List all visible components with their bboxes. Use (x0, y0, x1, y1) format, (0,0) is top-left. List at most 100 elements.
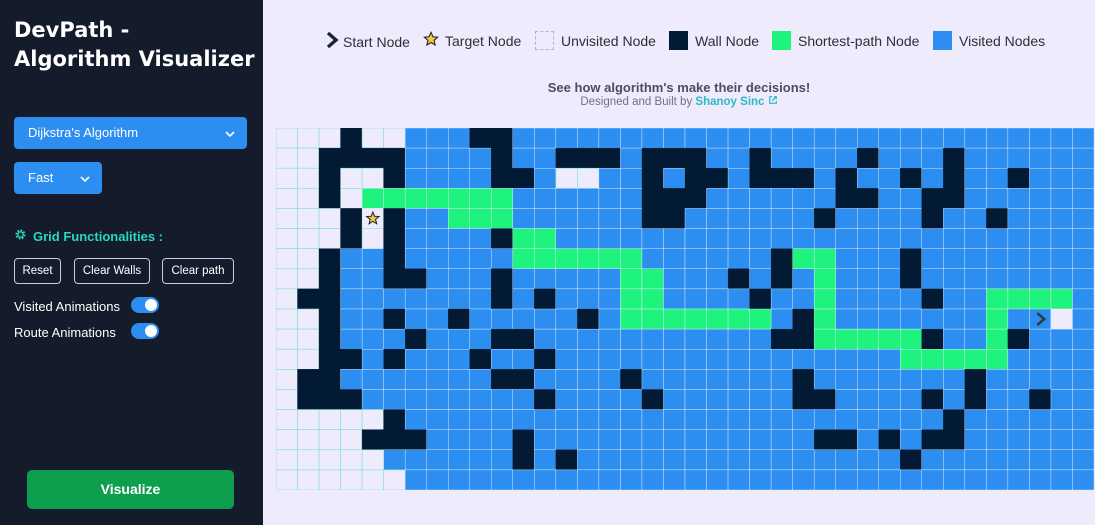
visited-node[interactable] (663, 369, 686, 390)
shortest-path-node[interactable] (469, 188, 492, 209)
visited-node[interactable] (1050, 228, 1073, 249)
visited-node[interactable] (1072, 168, 1094, 189)
visited-node[interactable] (598, 429, 621, 450)
shortest-path-node[interactable] (577, 248, 600, 269)
visited-node[interactable] (770, 288, 793, 310)
visited-node[interactable] (1007, 147, 1030, 169)
visited-node[interactable] (620, 147, 643, 169)
visited-node[interactable] (684, 369, 707, 390)
visited-node[interactable] (577, 268, 600, 290)
visited-node[interactable] (1007, 308, 1030, 330)
unvisited-node[interactable] (276, 128, 298, 149)
wall-node[interactable] (512, 328, 535, 350)
unvisited-node[interactable] (297, 409, 320, 430)
visited-node[interactable] (641, 248, 664, 269)
visited-node[interactable] (404, 168, 427, 189)
unvisited-node[interactable] (276, 208, 298, 229)
visited-node[interactable] (900, 208, 922, 229)
visited-node[interactable] (684, 128, 707, 149)
visited-node[interactable] (921, 147, 944, 169)
visited-node[interactable] (577, 128, 600, 149)
visited-node[interactable] (512, 147, 535, 169)
shortest-path-node[interactable] (813, 248, 836, 269)
shortest-path-node[interactable] (706, 308, 729, 330)
visited-node[interactable] (986, 128, 1009, 149)
visited-node[interactable] (835, 409, 858, 430)
visited-node[interactable] (943, 308, 966, 330)
visited-node[interactable] (361, 268, 384, 290)
visited-node[interactable] (1007, 349, 1030, 370)
visited-node[interactable] (986, 369, 1009, 390)
unvisited-node[interactable] (276, 147, 298, 169)
visited-node[interactable] (749, 208, 772, 229)
wall-node[interactable] (491, 168, 513, 189)
visited-node[interactable] (383, 328, 406, 350)
visited-node[interactable] (813, 188, 836, 209)
visited-node[interactable] (813, 369, 836, 390)
visited-node[interactable] (727, 168, 750, 189)
visited-node[interactable] (921, 469, 944, 490)
unvisited-node[interactable] (276, 308, 298, 330)
visited-node[interactable] (512, 389, 535, 410)
visited-node[interactable] (555, 369, 578, 390)
wall-node[interactable] (921, 288, 944, 310)
visited-node[interactable] (1007, 429, 1030, 450)
wall-node[interactable] (663, 188, 686, 209)
visited-node[interactable] (1072, 288, 1094, 310)
visited-node[interactable] (512, 288, 535, 310)
visited-node[interactable] (684, 248, 707, 269)
visited-node[interactable] (749, 409, 772, 430)
wall-node[interactable] (727, 268, 750, 290)
wall-node[interactable] (512, 369, 535, 390)
wall-node[interactable] (318, 248, 341, 269)
shortest-path-node[interactable] (448, 188, 470, 209)
visited-node[interactable] (426, 389, 449, 410)
visited-node[interactable] (426, 248, 449, 269)
wall-node[interactable] (813, 208, 836, 229)
visited-node[interactable] (706, 228, 729, 249)
visited-node[interactable] (835, 268, 858, 290)
visited-node[interactable] (663, 409, 686, 430)
visited-node[interactable] (813, 469, 836, 490)
wall-node[interactable] (448, 308, 470, 330)
visited-node[interactable] (1072, 349, 1094, 370)
shortest-path-node[interactable] (684, 308, 707, 330)
visited-node[interactable] (706, 409, 729, 430)
visited-node[interactable] (426, 268, 449, 290)
unvisited-node[interactable] (297, 188, 320, 209)
visited-node[interactable] (921, 449, 944, 471)
visited-node[interactable] (340, 369, 363, 390)
visited-node[interactable] (792, 288, 815, 310)
visited-node[interactable] (491, 409, 513, 430)
visited-node[interactable] (641, 228, 664, 249)
visited-node[interactable] (469, 308, 492, 330)
visited-node[interactable] (1029, 128, 1052, 149)
visited-node[interactable] (426, 208, 449, 229)
visited-node[interactable] (706, 469, 729, 490)
visited-node[interactable] (792, 208, 815, 229)
visited-node[interactable] (1007, 128, 1030, 149)
unvisited-node[interactable] (276, 288, 298, 310)
visited-node[interactable] (1029, 188, 1052, 209)
visited-node[interactable] (921, 409, 944, 430)
visited-node[interactable] (835, 147, 858, 169)
visited-node[interactable] (361, 369, 384, 390)
visited-node[interactable] (749, 248, 772, 269)
visited-node[interactable] (964, 128, 987, 149)
visited-node[interactable] (404, 409, 427, 430)
visited-node[interactable] (598, 268, 621, 290)
visited-node[interactable] (878, 248, 901, 269)
visited-node[interactable] (491, 389, 513, 410)
visited-node[interactable] (577, 449, 600, 471)
visited-node[interactable] (727, 409, 750, 430)
visited-node[interactable] (792, 449, 815, 471)
wall-node[interactable] (491, 288, 513, 310)
visited-node[interactable] (361, 328, 384, 350)
shortest-path-node[interactable] (641, 288, 664, 310)
wall-node[interactable] (383, 429, 406, 450)
visited-node[interactable] (986, 429, 1009, 450)
visited-node[interactable] (448, 349, 470, 370)
visited-node[interactable] (426, 449, 449, 471)
shortest-path-node[interactable] (598, 248, 621, 269)
visited-node[interactable] (964, 409, 987, 430)
